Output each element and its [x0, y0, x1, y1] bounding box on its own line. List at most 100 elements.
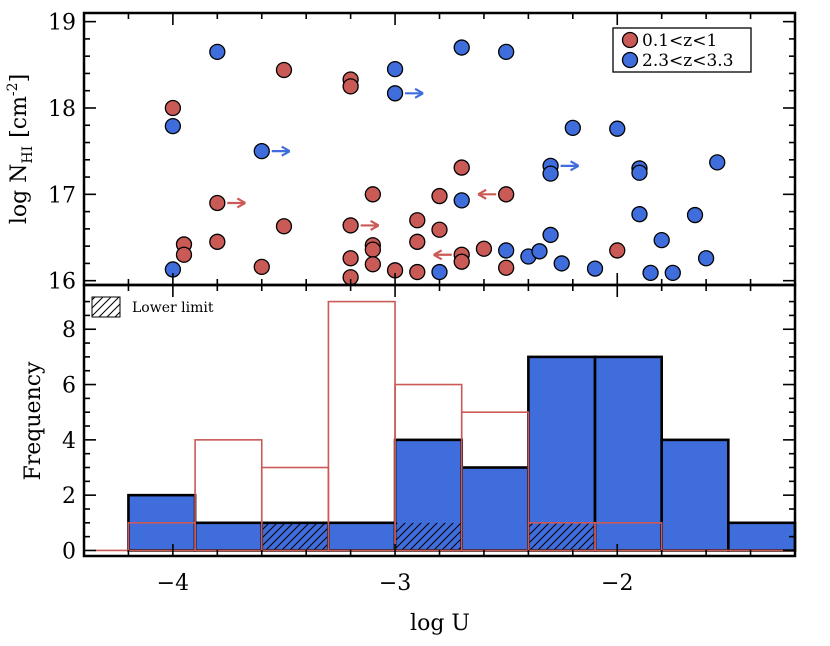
data-point-low-z — [342, 250, 359, 267]
histogram-bar-high-z — [527, 355, 597, 552]
histogram-bar-high-z — [660, 438, 730, 552]
data-point-low-z — [209, 233, 226, 250]
histogram-bar-high-z — [727, 521, 797, 552]
x-tick-label: −2 — [601, 571, 633, 596]
data-point-low-z — [342, 78, 359, 95]
y-tick-label: 17 — [48, 183, 76, 208]
ylabel-unit: [cm — [7, 96, 32, 138]
data-point-high-z — [498, 43, 515, 61]
data-point-low-z — [609, 242, 626, 259]
y-tick-label: 2 — [62, 484, 76, 509]
data-point-low-z — [409, 212, 426, 229]
histogram-bar-high-z — [193, 521, 264, 552]
x-tick-label: −4 — [157, 571, 189, 596]
data-point-low-z — [253, 258, 270, 276]
data-point-high-z — [653, 231, 670, 249]
histogram-bar-low-z — [460, 411, 530, 552]
limit-arrow — [271, 145, 291, 157]
limit-arrow — [560, 160, 580, 172]
data-point-low-z — [175, 246, 193, 263]
data-point-low-z — [364, 186, 381, 203]
data-point-high-z — [553, 255, 570, 272]
legend-marker-low-z — [621, 31, 639, 49]
data-point-high-z — [386, 85, 404, 102]
limit-arrow — [227, 197, 246, 209]
data-point-low-z — [275, 218, 293, 235]
y-tick-label: 18 — [48, 97, 76, 122]
data-point-low-z — [409, 233, 426, 250]
histogram-bar-lower-limit — [261, 522, 329, 551]
histogram-bar-lower-limit — [395, 522, 462, 551]
histogram-x-axis-label: log U — [410, 611, 470, 636]
histogram-bar-high-z — [460, 466, 530, 552]
data-point-high-z — [697, 250, 715, 267]
histogram-bar-low-z — [327, 300, 396, 552]
limit-arrow — [405, 87, 424, 99]
histogram-bars — [95, 300, 797, 552]
data-point-low-z — [409, 263, 426, 281]
histogram-frame — [82, 283, 797, 558]
histogram-bar-high-z — [593, 355, 663, 552]
data-point-high-z — [664, 264, 681, 282]
data-point-high-z — [586, 260, 604, 277]
data-point-high-z — [542, 165, 559, 182]
histogram-panel: 0 2 4 6 8 −4 −3 −2 Lower limit Frequency log U — [21, 283, 797, 636]
y-tick-label: 8 — [62, 318, 76, 343]
data-point-high-z — [209, 43, 226, 61]
data-point-low-z — [498, 259, 515, 276]
legend-marker-high-z — [621, 51, 639, 69]
histogram-bar-lower-limit — [528, 522, 596, 551]
data-point-high-z — [498, 242, 515, 259]
limit-arrow — [433, 249, 452, 261]
data-point-low-z — [342, 217, 359, 234]
data-point-high-z — [709, 154, 726, 171]
data-point-high-z — [253, 143, 270, 160]
scatter-panel: 16 17 18 19 log NHI [cm-2] 0.1<z<1 2.3<z<3.3 — [5, 11, 797, 295]
limit-arrow — [360, 219, 380, 231]
data-point-high-z — [609, 120, 626, 137]
data-point-low-z — [453, 159, 470, 176]
data-point-high-z — [631, 164, 648, 181]
legend-label-high-z: 2.3<z<3.3 — [642, 51, 734, 71]
ylabel-exp: -2 — [5, 82, 21, 96]
data-point-high-z — [531, 243, 548, 260]
ylabel-close: ] — [7, 74, 32, 83]
y-tick-label: 0 — [62, 539, 76, 564]
scatter-y-axis-label: log NHI [cm-2] — [5, 74, 36, 224]
data-point-high-z — [564, 119, 581, 136]
data-point-high-z — [431, 263, 448, 281]
data-point-low-z — [209, 194, 226, 212]
y-tick-label: 4 — [62, 429, 76, 454]
data-point-low-z — [275, 61, 293, 79]
legend-label-low-z: 0.1<z<1 — [642, 31, 717, 51]
histogram-legend: Lower limit — [91, 296, 214, 318]
ylabel-main: log N — [7, 164, 32, 225]
data-point-low-z — [475, 240, 493, 257]
data-point-high-z — [686, 206, 704, 224]
y-tick-label: 19 — [48, 11, 76, 36]
data-point-low-z — [453, 253, 470, 270]
histogram-bar-high-z — [327, 521, 397, 552]
data-point-high-z — [386, 60, 404, 78]
x-tick-label: −3 — [379, 571, 411, 596]
data-point-high-z — [631, 206, 648, 223]
y-tick-label: 6 — [62, 374, 76, 399]
scatter-legend: 0.1<z<1 2.3<z<3.3 — [612, 27, 752, 73]
ylabel-sub: HI — [20, 146, 36, 164]
data-point-high-z — [453, 192, 470, 209]
data-point-low-z — [431, 221, 448, 238]
data-point-low-z — [498, 186, 515, 203]
scatter-y-ticks: 16 17 18 19 — [48, 11, 795, 295]
scatter-marks — [164, 39, 726, 286]
legend-hatch-label: Lower limit — [132, 300, 214, 316]
data-point-low-z — [164, 99, 182, 117]
y-tick-label: 16 — [48, 270, 76, 295]
histogram-y-axis-label: Frequency — [21, 361, 46, 481]
data-point-high-z — [542, 226, 559, 244]
data-point-high-z — [642, 264, 659, 282]
limit-arrow — [477, 188, 497, 200]
data-point-low-z — [431, 187, 448, 205]
data-point-low-z — [364, 241, 381, 258]
data-point-low-z — [364, 256, 381, 273]
